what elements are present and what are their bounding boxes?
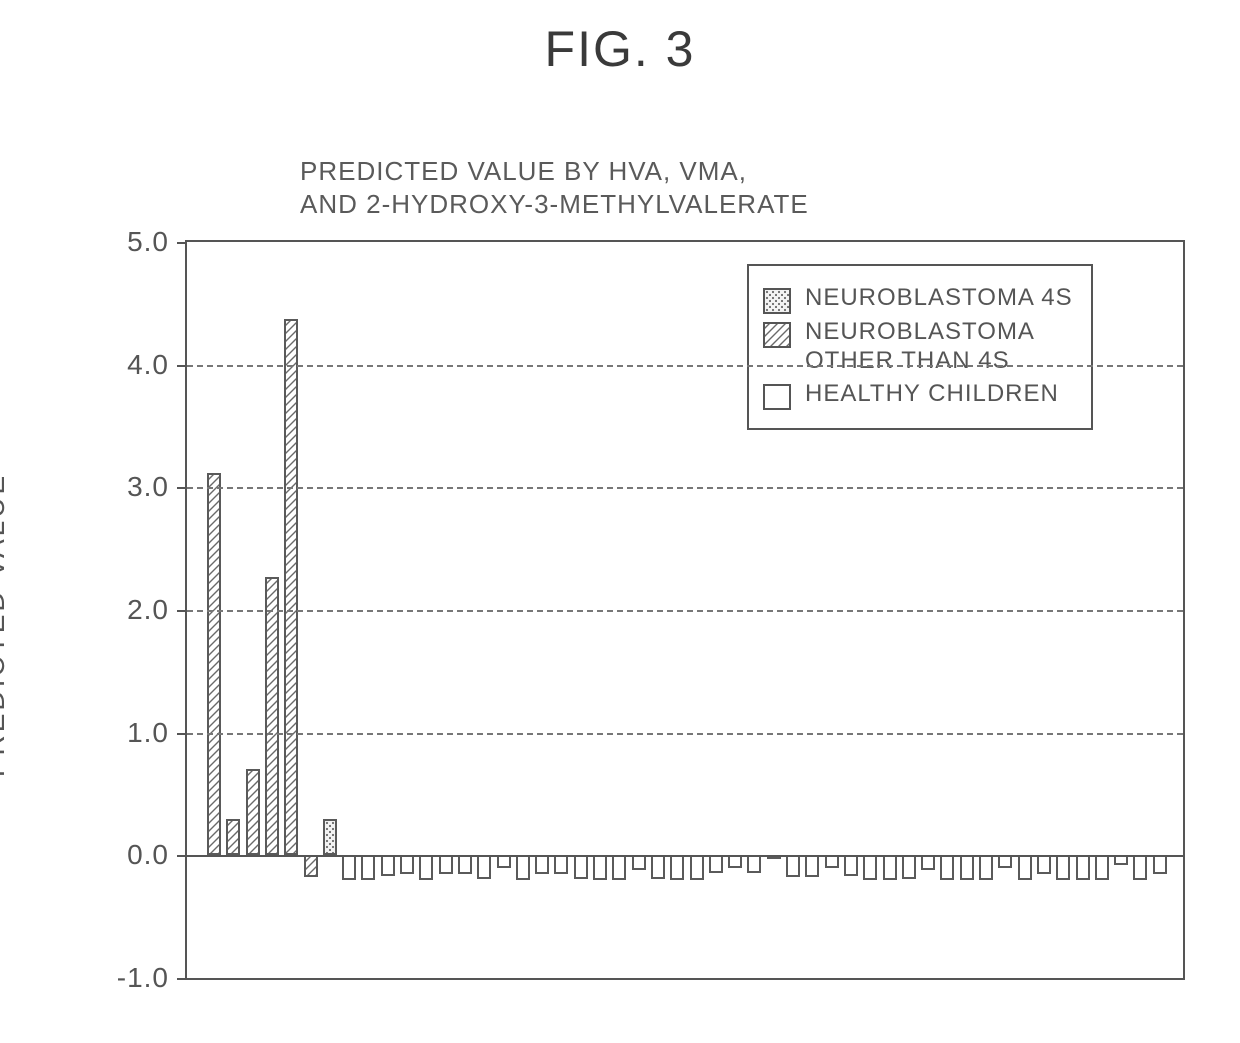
- legend-swatch: [763, 322, 791, 348]
- bar: [612, 855, 626, 880]
- bar: [516, 855, 530, 880]
- bar: [844, 855, 858, 876]
- legend-label: NEUROBLASTOMA OTHER THAN 4S: [805, 318, 1035, 376]
- bar: [458, 855, 472, 873]
- y-tick-label: 3.0: [127, 471, 169, 503]
- bar: [1153, 855, 1167, 873]
- bar: [651, 855, 665, 878]
- chart-title-line2: AND 2-HYDROXY-3-METHYLVALERATE: [300, 189, 809, 219]
- y-tick: [177, 855, 187, 857]
- grid-line: [187, 487, 1183, 489]
- y-tick-label: 5.0: [127, 226, 169, 258]
- y-tick-label: 1.0: [127, 717, 169, 749]
- legend-item: NEUROBLASTOMA 4S: [763, 284, 1073, 314]
- bar: [632, 855, 646, 870]
- bar: [439, 855, 453, 873]
- bar: [960, 855, 974, 880]
- bar: [574, 855, 588, 878]
- bar: [535, 855, 549, 873]
- bar: [554, 855, 568, 873]
- legend-item: NEUROBLASTOMA OTHER THAN 4S: [763, 318, 1073, 376]
- chart-title-line1: PREDICTED VALUE BY HVA, VMA,: [300, 156, 747, 186]
- bar: [1095, 855, 1109, 880]
- y-tick-label: 0.0: [127, 839, 169, 871]
- bar: [304, 855, 318, 877]
- y-tick: [177, 242, 187, 244]
- figure-label: FIG. 3: [0, 20, 1240, 78]
- bar: [1133, 855, 1147, 880]
- zero-line: [187, 855, 1183, 857]
- y-tick-label: 4.0: [127, 349, 169, 381]
- grid-line: [187, 610, 1183, 612]
- bar: [593, 855, 607, 880]
- bar: [284, 319, 298, 855]
- page: FIG. 3 PREDICTED VALUE BY HVA, VMA, AND …: [0, 0, 1240, 1043]
- y-tick: [177, 610, 187, 612]
- bar: [1037, 855, 1051, 873]
- bar: [805, 855, 819, 877]
- bar: [419, 855, 433, 880]
- y-tick: [177, 733, 187, 735]
- y-tick-label: -1.0: [117, 962, 169, 994]
- bar: [883, 855, 897, 880]
- legend-swatch: [763, 288, 791, 314]
- bar: [323, 819, 337, 856]
- y-tick: [177, 365, 187, 367]
- bar: [690, 855, 704, 880]
- bar: [747, 855, 761, 872]
- bar: [709, 855, 723, 872]
- bar: [902, 855, 916, 878]
- bar: [226, 819, 240, 856]
- bar: [1056, 855, 1070, 880]
- bar: [381, 855, 395, 876]
- bar: [1018, 855, 1032, 880]
- bar: [207, 473, 221, 856]
- bar: [361, 855, 375, 880]
- chart-title: PREDICTED VALUE BY HVA, VMA, AND 2-HYDRO…: [300, 155, 809, 220]
- chart-container: PREDICTED VALUE NEUROBLASTOMA 4SNEUROBLA…: [75, 230, 1205, 1020]
- legend-swatch: [763, 384, 791, 410]
- y-tick: [177, 487, 187, 489]
- bar: [265, 577, 279, 855]
- legend-label: NEUROBLASTOMA 4S: [805, 284, 1073, 313]
- y-tick-label: 2.0: [127, 594, 169, 626]
- bar: [670, 855, 684, 880]
- bar: [246, 769, 260, 855]
- bar: [477, 855, 491, 878]
- grid-line: [187, 733, 1183, 735]
- grid-line: [187, 365, 1183, 367]
- bar: [863, 855, 877, 880]
- y-tick: [177, 978, 187, 980]
- legend: NEUROBLASTOMA 4S NEUROBLASTOMA OTHER THAN…: [747, 264, 1093, 430]
- y-axis-label: PREDICTED VALUE: [0, 473, 11, 777]
- legend-item: HEALTHY CHILDREN: [763, 380, 1073, 410]
- bar: [940, 855, 954, 880]
- bar: [1076, 855, 1090, 880]
- bar: [400, 855, 414, 873]
- bar: [786, 855, 800, 877]
- bar: [921, 855, 935, 870]
- bar: [342, 855, 356, 880]
- plot-area: NEUROBLASTOMA 4S NEUROBLASTOMA OTHER THAN…: [185, 240, 1185, 980]
- bar: [979, 855, 993, 880]
- legend-label: HEALTHY CHILDREN: [805, 380, 1059, 409]
